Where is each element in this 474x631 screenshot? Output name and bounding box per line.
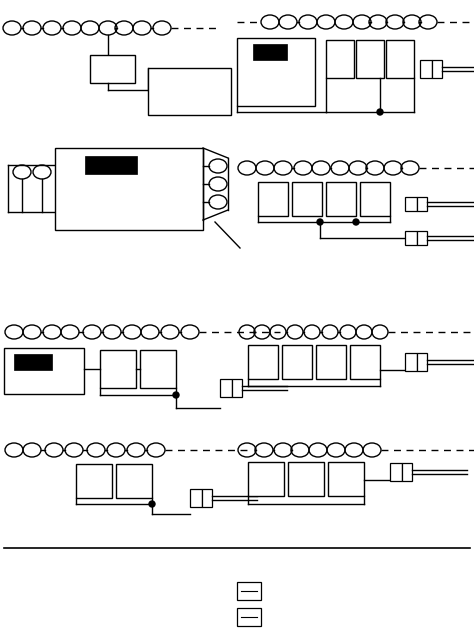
Bar xyxy=(417,353,427,371)
Bar xyxy=(76,464,112,498)
Bar xyxy=(116,464,152,498)
Bar xyxy=(288,462,324,496)
Bar xyxy=(316,345,346,379)
Bar xyxy=(350,345,380,379)
Bar xyxy=(100,350,136,388)
Bar xyxy=(405,197,417,211)
Circle shape xyxy=(377,109,383,115)
Bar xyxy=(202,489,212,507)
Bar xyxy=(402,463,412,481)
Bar xyxy=(420,60,432,78)
Bar xyxy=(326,182,356,216)
Bar xyxy=(432,60,442,78)
Bar xyxy=(237,582,261,600)
Circle shape xyxy=(173,392,179,398)
Circle shape xyxy=(317,219,323,225)
Bar xyxy=(4,348,84,394)
Bar xyxy=(390,463,402,481)
Bar xyxy=(405,231,417,245)
Bar xyxy=(148,68,231,115)
Bar xyxy=(237,608,261,626)
Circle shape xyxy=(353,219,359,225)
Bar xyxy=(85,156,137,174)
Bar xyxy=(253,44,287,60)
Bar xyxy=(140,350,176,388)
Bar xyxy=(292,182,322,216)
Bar xyxy=(248,345,278,379)
Bar xyxy=(55,148,203,230)
Bar xyxy=(405,353,417,371)
Bar xyxy=(258,182,288,216)
Bar xyxy=(248,462,284,496)
Bar xyxy=(417,197,427,211)
Bar xyxy=(190,489,202,507)
Bar xyxy=(386,40,414,78)
Bar xyxy=(360,182,390,216)
Circle shape xyxy=(149,501,155,507)
Bar xyxy=(90,55,135,83)
Bar xyxy=(232,379,242,397)
Bar xyxy=(237,38,315,106)
Bar xyxy=(326,40,354,78)
Bar xyxy=(328,462,364,496)
Bar xyxy=(14,354,52,370)
Bar xyxy=(220,379,232,397)
Bar xyxy=(417,231,427,245)
Bar xyxy=(282,345,312,379)
Bar xyxy=(356,40,384,78)
